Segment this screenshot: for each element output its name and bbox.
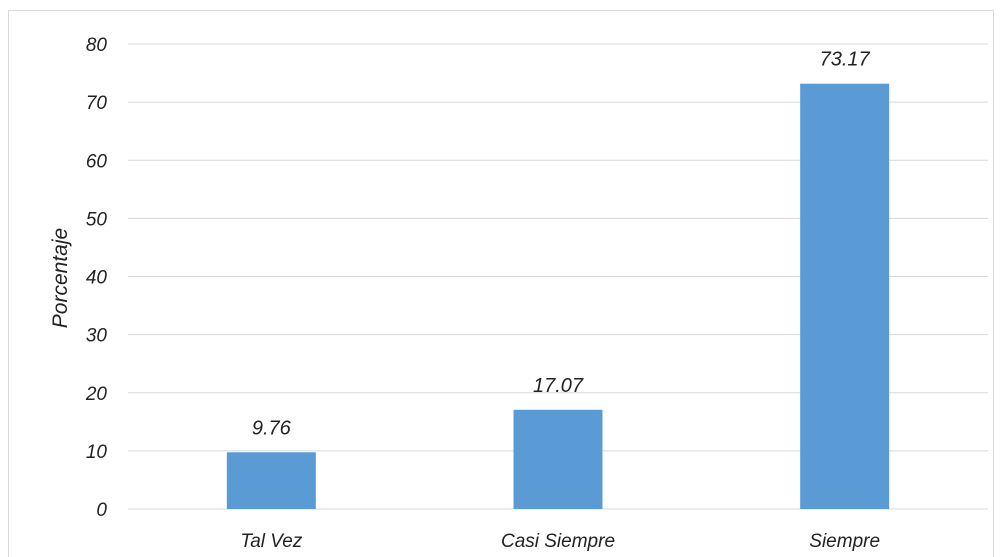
x-tick-label: Tal Vez xyxy=(240,531,302,552)
y-tick-label: 40 xyxy=(86,268,108,289)
bar-tal-vez xyxy=(226,452,316,509)
y-axis-ticks: 0 10 20 30 40 50 60 70 80 xyxy=(85,35,108,521)
x-axis-ticks: Tal Vez Casi Siempre Siempre xyxy=(240,531,880,552)
bars xyxy=(226,83,890,509)
data-label: 9.76 xyxy=(252,417,292,439)
x-tick-label: Siempre xyxy=(809,531,880,552)
y-tick-label: 50 xyxy=(86,209,108,230)
data-label: 73.17 xyxy=(820,49,871,71)
y-tick-label: 0 xyxy=(96,500,107,521)
bar-casi-siempre xyxy=(513,409,603,509)
data-label: 17.07 xyxy=(533,375,584,397)
y-tick-label: 10 xyxy=(86,442,108,463)
y-tick-label: 30 xyxy=(86,326,108,347)
y-tick-label: 70 xyxy=(86,93,108,114)
y-axis-title: Porcentaje xyxy=(49,228,72,328)
y-tick-label: 20 xyxy=(85,384,108,405)
y-tick-label: 60 xyxy=(86,151,108,172)
x-tick-label: Casi Siempre xyxy=(501,531,615,552)
y-tick-label: 80 xyxy=(86,35,108,56)
data-labels: 9.76 17.07 73.17 xyxy=(252,49,871,440)
bar-siempre xyxy=(800,83,890,509)
